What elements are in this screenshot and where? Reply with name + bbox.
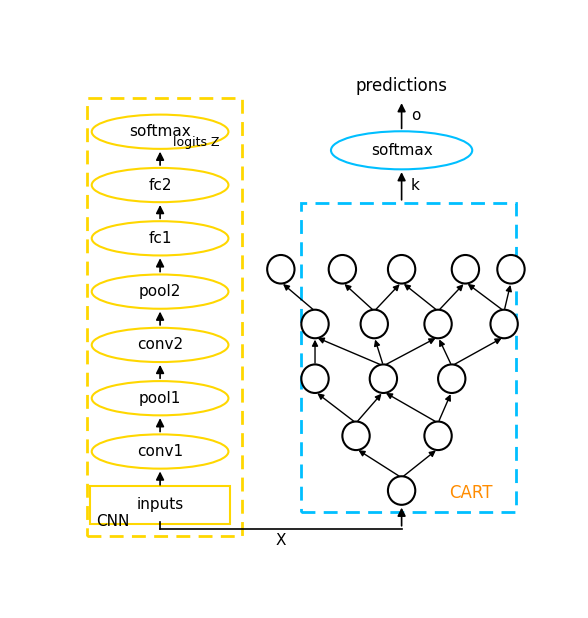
Circle shape — [388, 476, 415, 505]
Circle shape — [388, 255, 415, 284]
Text: inputs: inputs — [136, 497, 183, 512]
Circle shape — [329, 255, 356, 284]
Circle shape — [302, 365, 329, 393]
FancyBboxPatch shape — [302, 203, 516, 512]
Circle shape — [425, 421, 452, 450]
Text: o: o — [410, 108, 420, 124]
FancyBboxPatch shape — [90, 486, 230, 524]
Circle shape — [438, 365, 466, 393]
Text: softmax: softmax — [370, 143, 433, 158]
Circle shape — [302, 310, 329, 338]
Circle shape — [452, 255, 479, 284]
Ellipse shape — [92, 168, 229, 202]
Circle shape — [370, 365, 397, 393]
Circle shape — [490, 310, 518, 338]
Ellipse shape — [92, 381, 229, 415]
Text: CART: CART — [449, 485, 493, 502]
Ellipse shape — [92, 328, 229, 362]
Circle shape — [360, 310, 388, 338]
Circle shape — [425, 310, 452, 338]
Circle shape — [267, 255, 295, 284]
Text: pool1: pool1 — [139, 391, 181, 406]
Text: pool2: pool2 — [139, 284, 181, 299]
Circle shape — [497, 255, 524, 284]
Ellipse shape — [92, 274, 229, 309]
Text: conv1: conv1 — [137, 444, 183, 459]
Text: fc1: fc1 — [148, 231, 172, 246]
Text: conv2: conv2 — [137, 337, 183, 352]
Text: X: X — [276, 533, 286, 548]
Ellipse shape — [92, 434, 229, 468]
Ellipse shape — [92, 221, 229, 255]
Text: predictions: predictions — [356, 77, 447, 95]
Ellipse shape — [331, 131, 472, 169]
Text: softmax: softmax — [129, 124, 191, 139]
Text: fc2: fc2 — [148, 177, 172, 193]
Text: CNN: CNN — [96, 514, 130, 528]
Text: k: k — [410, 179, 420, 193]
Circle shape — [342, 421, 370, 450]
Ellipse shape — [92, 114, 229, 149]
FancyBboxPatch shape — [87, 98, 242, 536]
Text: logits Z: logits Z — [173, 136, 219, 149]
